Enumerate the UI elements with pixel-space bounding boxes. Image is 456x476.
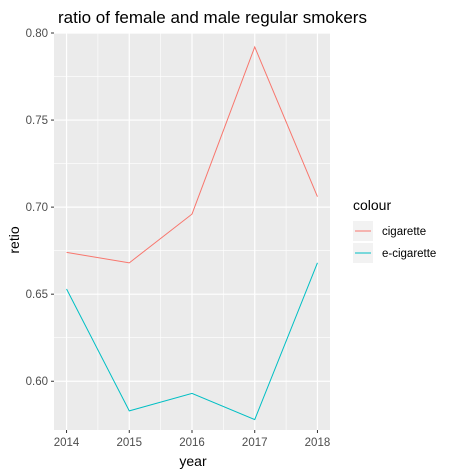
- legend-label-cigarette: cigarette: [382, 226, 426, 238]
- chart-title: ratio of female and male regular smokers: [58, 8, 367, 27]
- y-tick-label: 0.65: [26, 289, 48, 301]
- x-tick-label: 2016: [179, 437, 205, 449]
- y-tick-label: 0.80: [26, 28, 48, 40]
- legend-title: colour: [353, 197, 391, 213]
- major-gridlines: [54, 32, 330, 430]
- x-tick-label: 2015: [116, 437, 142, 449]
- x-tick-label: 2018: [305, 437, 331, 449]
- legend-label-e-cigarette: e-cigarette: [382, 248, 436, 260]
- series-lines: [66, 45, 318, 421]
- x-tick-label: 2014: [54, 437, 80, 449]
- y-axis-title: retio: [6, 226, 22, 253]
- axis-ticks: [51, 32, 318, 433]
- y-tick-label: 0.75: [26, 115, 48, 127]
- series-line-e-cigarette: [66, 262, 318, 421]
- x-axis-title: year: [179, 453, 207, 469]
- y-tick-labels: 0.60 0.65 0.70 0.75 0.80: [26, 28, 48, 388]
- x-tick-labels: 2014 2015 2016 2017 2018: [54, 437, 331, 449]
- series-line-cigarette: [66, 45, 318, 264]
- x-tick-label: 2017: [242, 437, 268, 449]
- legend: colour cigarette e-cigarette: [353, 197, 436, 263]
- y-tick-label: 0.60: [26, 376, 48, 388]
- y-tick-label: 0.70: [26, 202, 48, 214]
